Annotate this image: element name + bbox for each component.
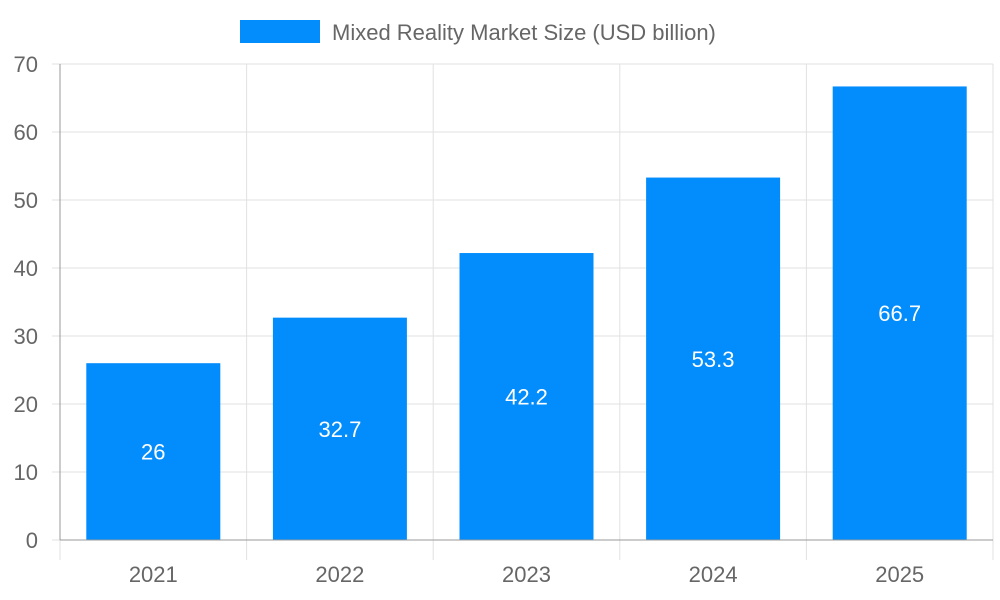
bar-2025: [832, 86, 967, 540]
y-tick-label: 50: [14, 188, 38, 213]
bar-2023: [459, 253, 594, 541]
bars: 26 32.7 42.2 53.3 66.7: [86, 86, 967, 541]
y-tick-label: 0: [26, 528, 38, 553]
x-tick-label: 2022: [315, 562, 364, 587]
bar-2024: [646, 177, 781, 540]
x-tick-label: 2024: [689, 562, 738, 587]
legend[interactable]: Mixed Reality Market Size (USD billion): [240, 20, 716, 45]
legend-swatch: [240, 20, 320, 43]
y-tick-label: 40: [14, 256, 38, 281]
bar-2022: [272, 317, 407, 540]
data-label: 66.7: [878, 301, 921, 326]
data-label: 26: [141, 440, 165, 465]
legend-label: Mixed Reality Market Size (USD billion): [332, 20, 716, 45]
x-tick-label: 2021: [129, 562, 178, 587]
y-tick-label: 10: [14, 460, 38, 485]
data-label: 32.7: [318, 417, 361, 442]
y-tick-label: 70: [14, 52, 38, 77]
bar-2021: [86, 363, 221, 540]
y-tick-label: 30: [14, 324, 38, 349]
axes: 0 10 20 30 40 50 60 70 2021 2022 2023 2024 2025: [14, 52, 993, 587]
data-label: 42.2: [505, 385, 548, 410]
y-tick-label: 60: [14, 120, 38, 145]
y-tick-label: 20: [14, 392, 38, 417]
x-tick-label: 2025: [875, 562, 924, 587]
data-label: 53.3: [692, 347, 735, 372]
x-tick-label: 2023: [502, 562, 551, 587]
